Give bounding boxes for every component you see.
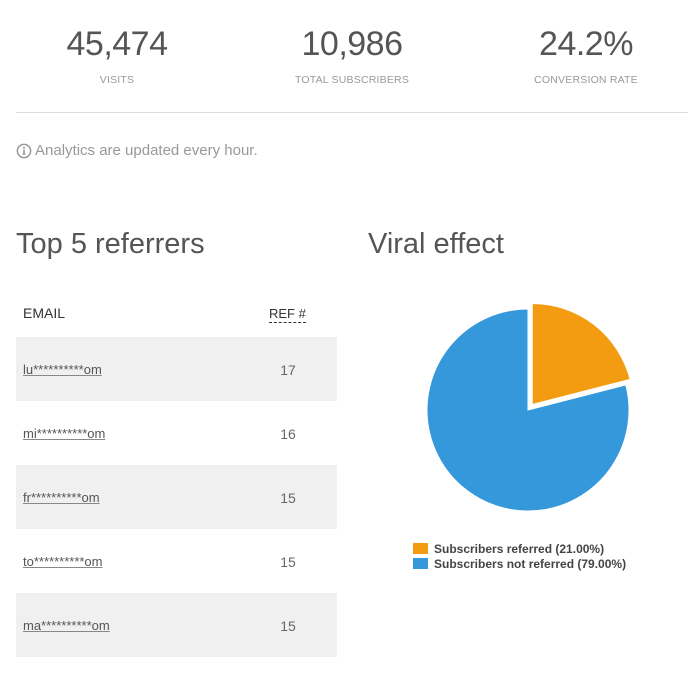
legend-label: Subscribers referred (21.00%) xyxy=(434,541,605,556)
pie-legend: Subscribers referred (21.00%) Subscriber… xyxy=(413,541,626,571)
viral-effect-pie-chart xyxy=(426,302,631,512)
stat-label: VISITS xyxy=(99,74,135,86)
stat-label: CONVERSION RATE xyxy=(534,74,638,86)
referrer-count: 17 xyxy=(280,362,296,378)
analytics-notice: Analytics are updated every hour. xyxy=(16,142,258,159)
stat-value: 10,986 xyxy=(301,25,404,63)
referrer-email-link[interactable]: mi**********om xyxy=(23,426,106,441)
notice-text: Analytics are updated every hour. xyxy=(35,142,258,159)
legend-item: Subscribers not referred (79.00%) xyxy=(413,556,626,571)
stat-label: TOTAL SUBSCRIBERS xyxy=(294,74,410,86)
referrer-email-link[interactable]: to**********om xyxy=(23,554,103,569)
viral-effect-title: Viral effect xyxy=(368,228,504,260)
stat-total-subscribers: 10,986 TOTAL SUBSCRIBERS xyxy=(252,22,452,86)
referrer-email-link[interactable]: lu**********om xyxy=(23,362,102,377)
table-row: ma**********om 15 xyxy=(16,593,337,657)
stats-bar: 45,474 VISITS 10,986 TOTAL SUBSCRIBERS 2… xyxy=(0,0,699,113)
referrer-count: 15 xyxy=(280,554,296,570)
referrer-email-link[interactable]: ma**********om xyxy=(23,618,110,633)
legend-swatch xyxy=(413,543,428,554)
stat-value: 45,474 xyxy=(66,25,169,63)
referrer-count: 15 xyxy=(280,490,296,506)
divider xyxy=(16,112,688,113)
table-row: fr**********om 15 xyxy=(16,465,337,529)
info-circle-icon xyxy=(16,143,32,158)
table-row: to**********om 15 xyxy=(16,529,337,593)
table-row: mi**********om 16 xyxy=(16,401,337,465)
referrers-title: Top 5 referrers xyxy=(16,228,205,260)
legend-item: Subscribers referred (21.00%) xyxy=(413,541,626,556)
stat-visits: 45,474 VISITS xyxy=(17,22,217,86)
legend-swatch xyxy=(413,558,428,569)
stat-value: 24.2% xyxy=(539,25,633,63)
table-header: EMAIL REF # xyxy=(16,292,337,337)
referrer-count: 15 xyxy=(280,618,296,634)
referrers-table: EMAIL REF # lu**********om 17 mi********… xyxy=(16,292,337,657)
pie-slice-referred[interactable] xyxy=(531,302,631,406)
column-header-ref[interactable]: REF # xyxy=(269,306,306,323)
table-row: lu**********om 17 xyxy=(16,337,337,401)
legend-label: Subscribers not referred (79.00%) xyxy=(434,556,627,571)
referrer-email-link[interactable]: fr**********om xyxy=(23,490,100,505)
pie-slice-not-referred[interactable] xyxy=(426,308,630,512)
stat-conversion-rate: 24.2% CONVERSION RATE xyxy=(486,22,686,86)
column-header-email: EMAIL xyxy=(23,305,66,321)
referrer-count: 16 xyxy=(280,426,296,442)
